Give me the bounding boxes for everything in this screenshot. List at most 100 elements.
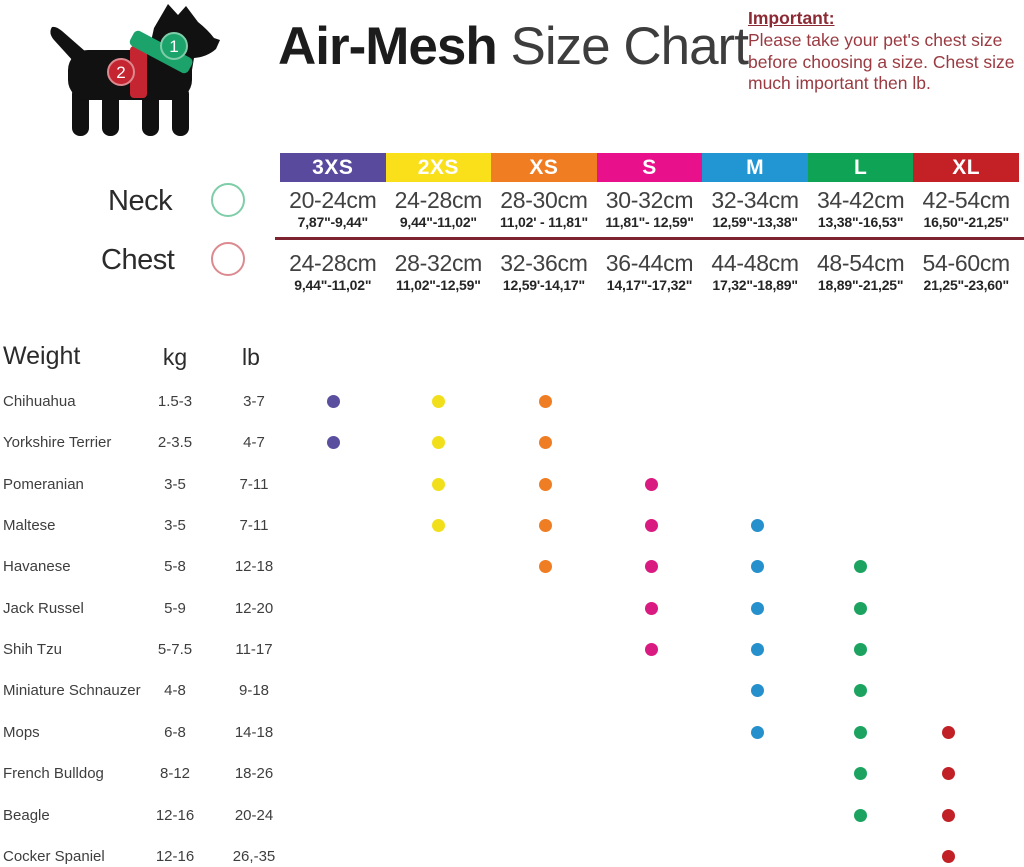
chest-cell-xl: 54-60cm 21,25"-23,60" bbox=[913, 250, 1019, 294]
dog-tail bbox=[50, 26, 86, 62]
breed-lb-value: 14-18 bbox=[234, 723, 274, 741]
important-note-body: Please take your pet's chest size before… bbox=[748, 30, 1015, 94]
size-band-s: S bbox=[596, 153, 703, 182]
breed-lb-value: 7-11 bbox=[239, 475, 269, 493]
chest-cell-m: 44-48cm 17,32"-18,89" bbox=[702, 250, 808, 294]
chest-cm-value: 48-54cm bbox=[816, 250, 905, 276]
fit-dot-2xs bbox=[431, 395, 445, 408]
chest-cm-value: 36-44cm bbox=[605, 250, 694, 276]
chest-cm-value: 28-32cm bbox=[394, 250, 483, 276]
fit-dot-m bbox=[750, 684, 764, 698]
weight-column-header: Weight bbox=[3, 342, 81, 370]
neck-inch-value: 9,44"-11,02" bbox=[399, 214, 477, 230]
fit-dot-xs bbox=[538, 395, 552, 408]
fit-dot-2xs bbox=[431, 436, 445, 450]
breed-kg-value: 5-7.5 bbox=[157, 641, 193, 659]
breed-kg-value: 12-16 bbox=[155, 847, 195, 865]
neck-cell-m: 32-34cm 12,59"-13,38" bbox=[702, 187, 808, 231]
lb-column-header: lb bbox=[242, 344, 260, 370]
fit-dot-m bbox=[750, 725, 764, 739]
breed-name: Yorkshire Terrier bbox=[3, 434, 112, 452]
chest-cell-l: 48-54cm 18,89"-21,25" bbox=[808, 250, 914, 294]
breed-name: Miniature Schnauzer bbox=[3, 682, 141, 700]
chest-strap bbox=[130, 46, 147, 98]
chest-inch-value: 21,25"-23,60" bbox=[923, 277, 1010, 293]
breed-row-shih-tzu: Shih Tzu 5-7.5 11-17 bbox=[0, 629, 1024, 670]
page-title: Air-Mesh Size Chart bbox=[278, 16, 749, 77]
neck-inch-value: 13,38"-16,53" bbox=[817, 214, 904, 230]
breed-kg-value: 4-8 bbox=[164, 682, 186, 700]
breed-row-jack-russel: Jack Russel 5-9 12-20 bbox=[0, 588, 1024, 629]
neck-inch-value: 16,50"-21,25" bbox=[923, 214, 1010, 230]
breed-name: Pomeranian bbox=[3, 475, 84, 493]
chest-cell-xs: 32-36cm 12,59'-14,17" bbox=[491, 250, 597, 294]
fit-dot-xl bbox=[941, 849, 955, 863]
neck-cm-value: 32-34cm bbox=[711, 187, 799, 213]
breed-lb-value: 4-7 bbox=[243, 434, 265, 452]
breed-row-pomeranian: Pomeranian 3-5 7-11 bbox=[0, 464, 1024, 505]
chest-cm-value: 44-48cm bbox=[711, 250, 799, 276]
neck-cell-xs: 28-30cm 11,02' - 11,81" bbox=[491, 187, 597, 231]
breed-lb-value: 12-18 bbox=[234, 558, 274, 576]
breed-kg-value: 5-9 bbox=[164, 599, 186, 617]
kg-column-header: kg bbox=[162, 344, 188, 370]
page-title-suffix: Size Chart bbox=[496, 17, 748, 76]
size-band-m: M bbox=[702, 153, 808, 182]
fit-dot-m bbox=[750, 643, 764, 657]
fit-dot-l bbox=[853, 601, 867, 615]
chest-cm-value: 32-36cm bbox=[500, 250, 588, 276]
fit-dot-s bbox=[644, 560, 658, 574]
neck-inch-value: 7,87"-9,44" bbox=[297, 214, 368, 230]
neck-cm-value: 24-28cm bbox=[394, 187, 483, 213]
fit-dot-xs bbox=[538, 477, 552, 491]
breed-lb-value: 12-20 bbox=[234, 599, 274, 617]
fit-dot-l bbox=[853, 725, 867, 739]
breed-name: Chihuahua bbox=[3, 393, 76, 410]
neck-cell-2xs: 24-28cm 9,44"-11,02" bbox=[386, 187, 492, 231]
breed-kg-value: 6-8 bbox=[164, 723, 186, 741]
neck-cm-value: 30-32cm bbox=[605, 187, 694, 213]
fit-dot-l bbox=[853, 560, 867, 574]
breed-kg-value: 12-16 bbox=[155, 806, 195, 824]
neck-cell-3xs: 20-24cm 7,87"-9,44" bbox=[280, 187, 386, 231]
fit-dot-s bbox=[644, 519, 658, 533]
breed-kg-value: 5-8 bbox=[164, 558, 186, 576]
neck-row-label: Neck bbox=[108, 185, 173, 217]
breed-lb-value: 7-11 bbox=[239, 517, 269, 535]
fit-dot-3xs bbox=[326, 436, 340, 450]
breed-kg-value: 2-3.5 bbox=[157, 434, 193, 452]
fit-dot-xl bbox=[941, 725, 955, 739]
fit-dot-xl bbox=[941, 808, 955, 822]
chest-inch-value: 18,89"-21,25" bbox=[817, 277, 904, 293]
breed-lb-value: 9-18 bbox=[238, 682, 270, 700]
breed-size-matrix: Chihuahua 1.5-3 3-7 Yorkshire Terrier 2-3.5 4… bbox=[0, 381, 1024, 867]
breed-kg-value: 8-12 bbox=[159, 765, 191, 783]
fit-dot-xs bbox=[538, 519, 552, 533]
fit-dot-l bbox=[853, 808, 867, 822]
neck-strap bbox=[129, 30, 193, 74]
breed-lb-value: 26,-35 bbox=[232, 847, 276, 865]
fit-dot-l bbox=[853, 684, 867, 698]
neck-inch-value: 11,81"- 12,59" bbox=[605, 214, 694, 230]
breed-name: Beagle bbox=[3, 806, 50, 824]
fit-dot-m bbox=[750, 601, 764, 615]
neck-cell-xl: 42-54cm 16,50"-21,25" bbox=[913, 187, 1019, 231]
breed-row-miniature-schnauzer: Miniature Schnauzer 4-8 9-18 bbox=[0, 670, 1024, 711]
chest-row-label: Chest bbox=[101, 244, 175, 276]
fit-dot-s bbox=[644, 643, 658, 657]
breed-name: Mops bbox=[3, 723, 40, 741]
chest-marker-on-dog: 2 bbox=[107, 58, 135, 86]
fit-dot-xs bbox=[538, 560, 552, 574]
fit-dot-xs bbox=[538, 436, 552, 450]
neck-chest-divider bbox=[275, 237, 1024, 240]
chest-cell-2xs: 28-32cm 11,02"-12,59" bbox=[386, 250, 492, 294]
chest-inch-value: 14,17"-17,32" bbox=[606, 277, 693, 293]
size-grid: 3XS 2XS XS S M L XL 20-24cm 7,87"-9,44" 24-28cm 9… bbox=[280, 153, 1019, 303]
neck-values-row: 20-24cm 7,87"-9,44" 24-28cm 9,44"-11,02" 28-… bbox=[280, 182, 1019, 240]
breed-kg-value: 3-5 bbox=[164, 517, 186, 535]
breed-kg-value: 1.5-3 bbox=[157, 393, 193, 410]
breed-name: Shih Tzu bbox=[3, 641, 62, 659]
fit-dot-m bbox=[750, 560, 764, 574]
breed-lb-value: 3-7 bbox=[243, 393, 265, 410]
